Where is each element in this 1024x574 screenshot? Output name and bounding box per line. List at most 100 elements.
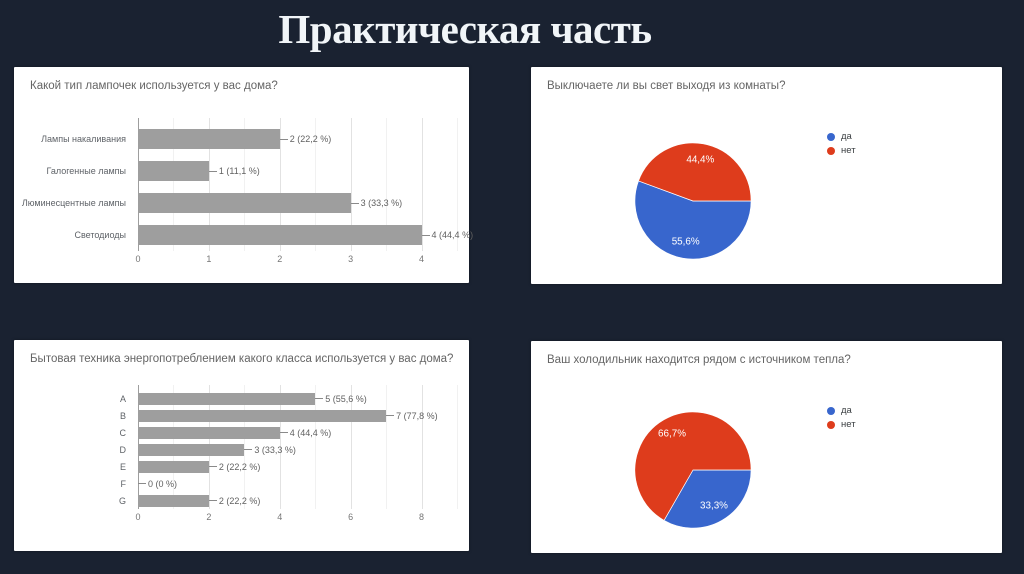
bar-track: 2 (22,2 %) [138, 123, 457, 155]
bar [138, 392, 316, 405]
legend: да нет [827, 405, 856, 431]
pie-slice-percent-label: 44,4% [686, 154, 714, 165]
legend-label: нет [841, 419, 856, 430]
bar-row: E 2 (22,2 %) [14, 458, 469, 475]
bar-category-label: Светодиоды [74, 230, 126, 240]
pie: 33,3% 66,7% [634, 411, 752, 529]
x-axis-tick-label: 4 [277, 512, 283, 522]
bar-row: B 7 (77,8 %) [14, 407, 469, 424]
x-axis-tick-label: 0 [135, 254, 141, 264]
bar-callout-line [244, 449, 253, 450]
bar-track: 4 (44,4 %) [138, 219, 473, 251]
pie-wrap: 33,3% 66,7% [632, 409, 754, 531]
bar-track: 1 (11,1 %) [138, 155, 457, 187]
bar-track: 4 (44,4 %) [138, 424, 457, 441]
bar-category-label: A [119, 393, 126, 404]
bar-row: C 4 (44,4 %) [14, 424, 469, 441]
bar [138, 426, 280, 439]
bar [138, 161, 209, 181]
legend-label: да [841, 405, 852, 416]
bar-track: 0 (0 %) [138, 475, 457, 492]
bar-value-label: 7 (77,8 %) [396, 410, 438, 421]
pie-wrap: 55,6% 44,4% [632, 140, 754, 262]
bar-callout-line [208, 500, 217, 501]
bar-callout-line [350, 202, 359, 204]
pie-slice-percent-label: 66,7% [658, 428, 686, 439]
pie-slice-да [663, 469, 752, 529]
legend-dot-icon [827, 407, 835, 415]
bar-value-label: 2 (22,2 %) [289, 134, 332, 144]
pie-slice-percent-label: 55,6% [672, 237, 700, 248]
legend-label: нет [841, 145, 856, 156]
bar [138, 494, 209, 507]
x-axis: 0 1 2 3 4 [135, 251, 457, 265]
bar [138, 193, 351, 213]
bar-track: 5 (55,6 %) [138, 390, 457, 407]
bar-category-label: Люминесцентные лампы [21, 198, 126, 208]
panel-pie-chart-fridge-heat: Ваш холодильник находится рядом с источн… [531, 341, 1002, 553]
bar-callout-line [279, 432, 288, 433]
bar-row: G 2 (22,2 %) [14, 492, 469, 509]
bar-category-label: B [119, 410, 126, 421]
axis-baseline [138, 118, 139, 251]
bar-grid [138, 118, 458, 251]
chart-title-fridge-heat: Ваш холодильник находится рядом с источн… [547, 354, 851, 366]
x-axis-tick-label: 1 [206, 254, 212, 264]
bar-rows: A 5 (55,6 %) B 7 (77,8 %) C 4 (44,4 %) D 3 (33,… [14, 390, 469, 509]
bar-callout-line [315, 398, 324, 399]
x-axis-tick-label: 2 [206, 512, 212, 522]
bar-track: 2 (22,2 %) [138, 458, 457, 475]
bar-category-label: E [119, 461, 126, 472]
x-axis-tick-label: 3 [348, 254, 354, 264]
gridline [315, 118, 317, 251]
panel-pie-chart-lights-off: Выключаете ли вы свет выходя из комнаты?… [531, 67, 1002, 284]
bar-track: 7 (77,8 %) [138, 407, 457, 424]
panel-bar-chart-energy-class: Бытовая техника энергопотреблением каког… [14, 340, 469, 551]
bar-callout-line [386, 415, 395, 416]
bar-row: D 3 (33,3 %) [14, 441, 469, 458]
legend-item: нет [827, 419, 856, 431]
gridline [244, 385, 246, 509]
gridline [386, 118, 388, 251]
x-axis-tick-label: 6 [348, 512, 354, 522]
legend: да нет [827, 131, 856, 157]
pie-slice-нет [634, 411, 752, 521]
bar-callout-line [138, 483, 146, 484]
legend-dot-icon [827, 147, 835, 155]
x-axis: 0 2 4 6 8 [135, 509, 457, 523]
bar-chart-bulb-types: Лампы накаливания 2 (22,2 %) Галогенные ла… [14, 118, 473, 265]
chart-title-energy-class: Бытовая техника энергопотреблением каког… [30, 353, 454, 365]
bar-callout-line [421, 234, 430, 236]
bar-value-label: 5 (55,6 %) [325, 393, 367, 404]
gridline [350, 118, 352, 251]
legend-dot-icon [827, 133, 835, 141]
pie: 55,6% 44,4% [634, 142, 752, 260]
bar-track: 3 (33,3 %) [138, 441, 457, 458]
legend-dot-icon [827, 421, 835, 429]
legend-item: да [827, 131, 856, 143]
pie-slice-нет [638, 142, 752, 202]
gridline [350, 385, 352, 509]
bar [138, 129, 280, 149]
pie-chart-lights-off: 55,6% 44,4% да нет [531, 67, 1002, 284]
gridline [279, 385, 281, 509]
legend-item: да [827, 405, 856, 417]
chart-title-bulb-types: Какой тип лампочек используется у вас до… [30, 80, 278, 92]
bar-rows: Лампы накаливания 2 (22,2 %) Галогенные ла… [14, 123, 473, 251]
gridline [315, 385, 317, 509]
bar-row: Люминесцентные лампы 3 (33,3 %) [14, 187, 469, 219]
slide-title: Практическая часть [278, 6, 652, 52]
bar-value-label: 3 (33,3 %) [360, 198, 403, 208]
pie-slice-percent-label: 33,3% [700, 501, 728, 512]
bar-callout-line [208, 170, 217, 172]
gridline [173, 118, 175, 251]
bar [138, 443, 245, 456]
bar-callout-line [279, 138, 288, 140]
bar-chart-energy-class: A 5 (55,6 %) B 7 (77,8 %) C 4 (44,4 %) D 3 (33,… [14, 385, 469, 523]
bar-row: Галогенные лампы 1 (11,1 %) [14, 155, 469, 187]
gridline [457, 118, 458, 251]
bar-row: Светодиоды 4 (44,4 %) [14, 219, 473, 251]
gridline [208, 118, 210, 251]
bar-category-label: G [118, 495, 126, 506]
